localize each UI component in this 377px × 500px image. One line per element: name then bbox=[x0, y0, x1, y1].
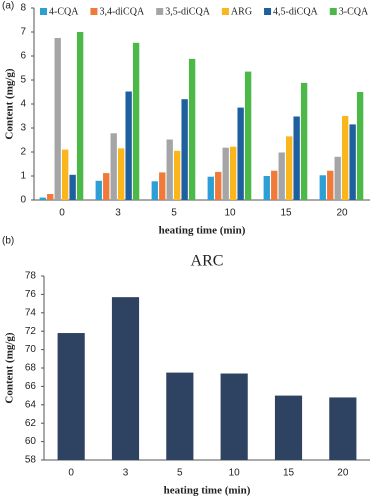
y-tick-label: 1 bbox=[20, 171, 26, 182]
bar bbox=[188, 58, 196, 200]
bar bbox=[334, 156, 341, 200]
x-tick-label: 10 bbox=[224, 208, 236, 219]
bar bbox=[54, 38, 61, 200]
legend-swatch bbox=[156, 8, 164, 15]
bar bbox=[263, 176, 270, 200]
y-tick-label: 66 bbox=[25, 381, 37, 392]
x-axis-label: heating time (min) bbox=[164, 485, 251, 497]
x-tick-label: 3 bbox=[123, 468, 129, 479]
y-tick-label: 70 bbox=[25, 344, 37, 355]
legend-label: ARG bbox=[231, 6, 252, 17]
x-tick-label: 20 bbox=[336, 208, 348, 219]
y-tick-label: 0 bbox=[20, 195, 26, 206]
bar bbox=[356, 92, 364, 200]
y-axis-label: Content (mg/g) bbox=[4, 332, 16, 404]
bar bbox=[278, 152, 285, 200]
y-tick-label: 72 bbox=[25, 326, 37, 337]
bar bbox=[166, 372, 194, 460]
y-tick-label: 76 bbox=[25, 289, 37, 300]
bar bbox=[39, 197, 46, 200]
x-tick-label: 0 bbox=[68, 468, 74, 479]
y-tick-label: 74 bbox=[25, 307, 37, 318]
x-tick-label: 0 bbox=[59, 208, 65, 219]
y-tick-label: 4 bbox=[20, 99, 26, 110]
bar bbox=[111, 297, 140, 460]
y-tick-label: 5 bbox=[20, 75, 26, 86]
y-tick-label: 7 bbox=[20, 27, 26, 38]
bar bbox=[159, 172, 166, 200]
legend-label: 3,5-diCQA bbox=[165, 6, 211, 17]
legend-label: 4,5-diCQA bbox=[273, 6, 319, 17]
x-tick-label: 3 bbox=[115, 208, 121, 219]
bar bbox=[57, 333, 85, 460]
legend-swatch bbox=[90, 8, 98, 15]
bar bbox=[125, 91, 132, 200]
chart-title: ARC bbox=[191, 253, 224, 270]
bar bbox=[181, 99, 188, 200]
legend-label: 3-CQA bbox=[339, 6, 369, 17]
legend-swatch bbox=[221, 8, 229, 15]
bar bbox=[237, 107, 244, 200]
bar bbox=[329, 397, 357, 460]
bar bbox=[274, 395, 303, 460]
bar bbox=[349, 124, 356, 200]
x-tick-label: 15 bbox=[280, 208, 292, 219]
y-tick-label: 6 bbox=[20, 51, 26, 62]
bar bbox=[76, 32, 84, 200]
x-tick-label: 5 bbox=[171, 208, 177, 219]
bar bbox=[293, 116, 300, 200]
y-tick-label: 58 bbox=[25, 455, 37, 466]
panel-label: (b) bbox=[2, 236, 14, 247]
bar bbox=[174, 150, 181, 200]
panel-label: (a) bbox=[2, 1, 14, 12]
y-tick-label: 3 bbox=[20, 123, 26, 134]
bar bbox=[151, 181, 158, 200]
legend-swatch bbox=[329, 8, 337, 15]
bar bbox=[215, 171, 222, 200]
bar bbox=[95, 180, 102, 200]
x-tick-label: 5 bbox=[177, 468, 183, 479]
bar bbox=[110, 133, 117, 200]
bar bbox=[230, 146, 237, 200]
y-tick-label: 2 bbox=[20, 147, 26, 158]
y-axis-label: Content (mg/g) bbox=[4, 68, 16, 140]
y-tick-label: 60 bbox=[25, 436, 37, 447]
bar bbox=[244, 71, 252, 200]
x-tick-label: 20 bbox=[337, 468, 349, 479]
bar bbox=[342, 116, 349, 200]
bar bbox=[62, 149, 69, 200]
bar bbox=[103, 173, 110, 200]
y-tick-label: 64 bbox=[25, 399, 37, 410]
y-tick-label: 78 bbox=[25, 271, 37, 282]
bar bbox=[271, 170, 278, 200]
bar bbox=[132, 42, 140, 200]
bar bbox=[300, 82, 308, 200]
bar bbox=[222, 147, 229, 200]
legend-label: 3,4-diCQA bbox=[99, 6, 145, 17]
bar bbox=[327, 170, 334, 200]
bar bbox=[47, 194, 54, 200]
x-tick-label: 10 bbox=[229, 468, 241, 479]
bar bbox=[286, 136, 293, 200]
bar bbox=[207, 176, 214, 200]
bar bbox=[220, 373, 248, 460]
bar bbox=[166, 139, 173, 200]
x-tick-label: 15 bbox=[283, 468, 295, 479]
legend-label: 4-CQA bbox=[49, 6, 79, 17]
y-tick-label: 62 bbox=[25, 418, 37, 429]
y-tick-label: 8 bbox=[20, 3, 26, 14]
y-tick-label: 68 bbox=[25, 363, 37, 374]
bar bbox=[69, 174, 76, 200]
legend-swatch bbox=[264, 8, 272, 15]
bar bbox=[319, 175, 326, 200]
x-axis-label: heating time (min) bbox=[159, 225, 246, 237]
bar bbox=[118, 148, 125, 200]
legend-swatch bbox=[40, 8, 47, 15]
